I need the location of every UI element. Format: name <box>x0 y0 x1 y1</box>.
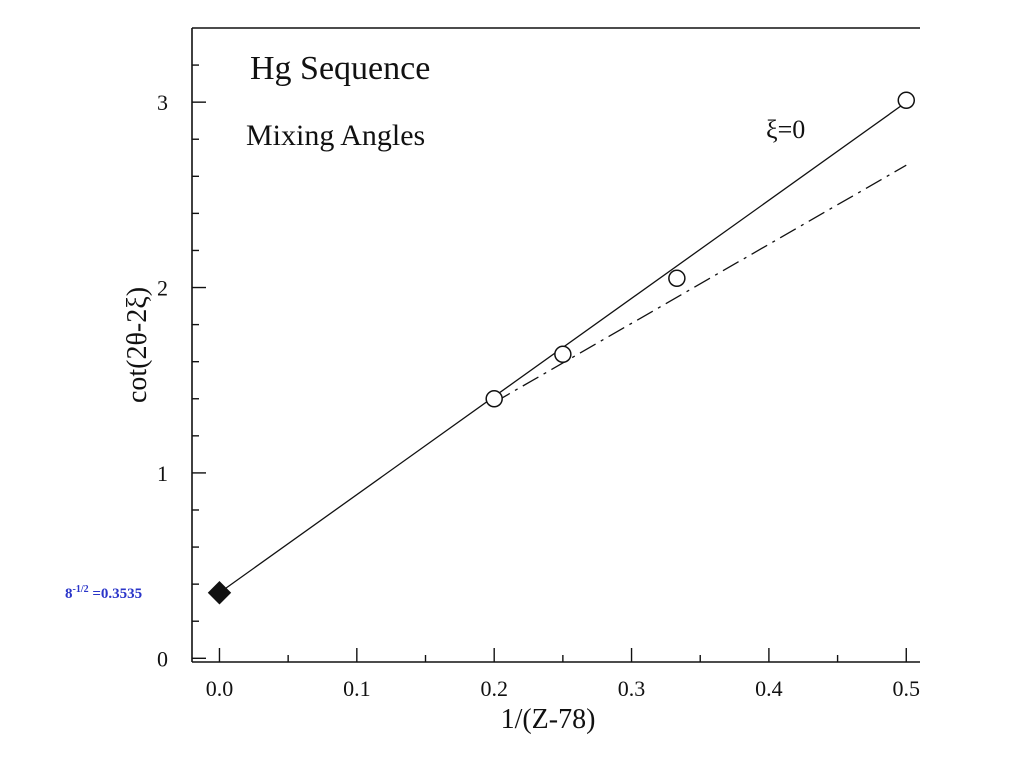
series-label-xi0: ξ=0 <box>766 115 805 144</box>
x-tick-label: 0.5 <box>893 676 921 701</box>
data-point <box>668 269 686 288</box>
y-axis-title: cot(2θ-2ξ) <box>122 287 153 403</box>
x-tick-label: 0.1 <box>343 676 371 701</box>
y-tick-label: 3 <box>157 90 168 115</box>
y-tick-label: 1 <box>157 461 168 486</box>
x-tick-label: 0.2 <box>480 676 508 701</box>
chart-subtitle: Mixing Angles <box>246 119 425 152</box>
x-axis-title: 1/(Z-78) <box>501 704 596 735</box>
data-point <box>554 345 572 364</box>
data-point <box>897 91 916 110</box>
series-line-dashed <box>493 164 907 404</box>
x-tick-label: 0.4 <box>755 676 783 701</box>
ticks: 0.0 0.1 0.2 0.3 0.4 0.5 0 1 2 3 <box>157 64 921 701</box>
x-tick-label: 0.0 <box>206 676 234 701</box>
y-tick-label: 2 <box>157 276 168 301</box>
intercept-point <box>207 581 232 605</box>
chart-text: Hg Sequence Mixing Angles ξ=0 1/(Z-78) c… <box>65 50 805 735</box>
data-point <box>485 390 503 408</box>
y-tick-label: 0 <box>157 646 168 671</box>
data-points <box>207 91 916 605</box>
x-tick-label: 0.3 <box>618 676 646 701</box>
intercept-label: 8-1/2 =0.3535 <box>65 584 142 602</box>
chart-title: Hg Sequence <box>250 50 430 87</box>
axes-frame <box>191 27 920 663</box>
